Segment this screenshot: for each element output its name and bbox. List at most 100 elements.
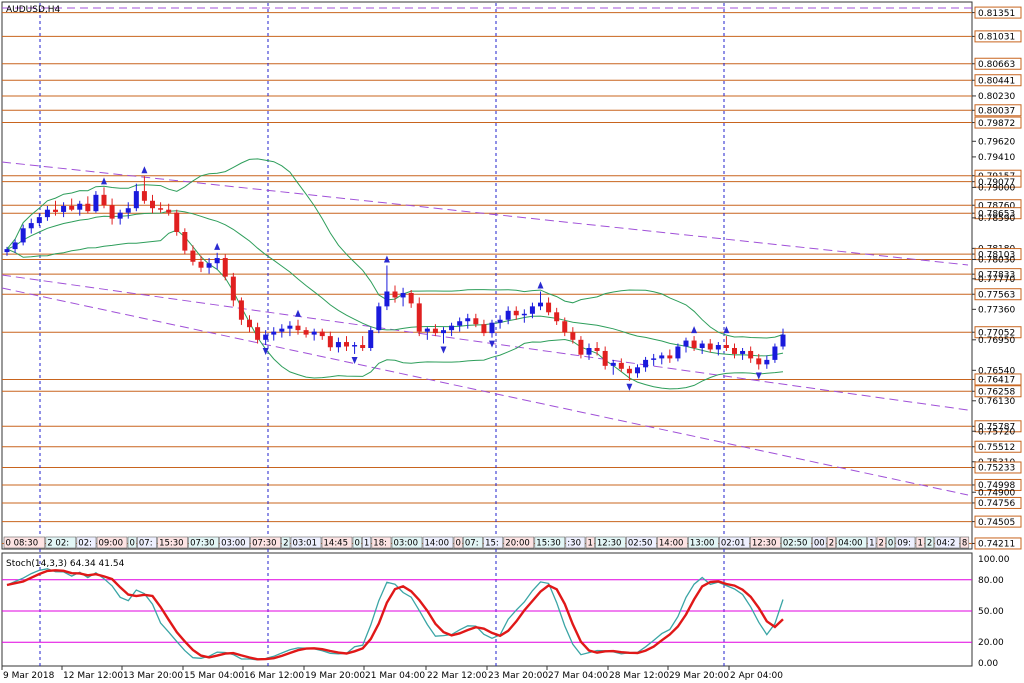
stochastic-tick-label: 80.00 xyxy=(978,576,1004,586)
session-box-label: 15:30 xyxy=(536,539,561,549)
price-tick-label: 0.74211 xyxy=(978,540,1015,550)
session-box-label: 15: xyxy=(485,539,499,549)
candle-body xyxy=(618,362,624,369)
session-box xyxy=(321,536,353,549)
session-box-label: 0 xyxy=(355,539,360,549)
candle-body xyxy=(77,203,83,210)
candle-body xyxy=(723,345,729,348)
session-box xyxy=(453,536,463,549)
session-box-label: 1 xyxy=(364,539,369,549)
price-tick-label: 0.78030 xyxy=(978,256,1015,266)
candle-body xyxy=(69,205,75,210)
candle-body xyxy=(513,310,519,316)
candle-body xyxy=(133,191,139,209)
session-box xyxy=(503,536,535,549)
time-tick-label: 19 Mar 20:00 xyxy=(305,671,365,681)
session-box-label: 09:00 xyxy=(99,539,124,549)
candle-body xyxy=(715,345,721,350)
session-box xyxy=(960,536,970,549)
price-tick-label: 0.78760 xyxy=(978,201,1015,211)
fractal-up-marker xyxy=(383,255,390,263)
price-tick-label: 0.74756 xyxy=(978,499,1015,509)
candle-body xyxy=(667,355,673,359)
price-level-box xyxy=(974,385,1022,398)
session-box-label: 02: xyxy=(78,539,92,549)
session-box xyxy=(688,536,719,549)
candle-body xyxy=(481,324,487,334)
candle-body xyxy=(424,328,430,332)
candle-body xyxy=(44,209,50,218)
price-tick-label: 0.79410 xyxy=(978,153,1015,163)
trend-channel-line xyxy=(1,161,969,266)
candle-body xyxy=(457,321,463,326)
price-level-box xyxy=(974,248,1022,261)
candle-body xyxy=(570,332,576,340)
session-box xyxy=(534,536,566,549)
candle-body xyxy=(635,367,640,374)
price-level-box xyxy=(974,478,1022,491)
fractal-up-marker xyxy=(214,242,221,250)
stochastic-tick-label: 0.00 xyxy=(978,659,998,669)
time-tick-label: 21 Mar 04:00 xyxy=(365,671,425,681)
time-tick-label: 15 Mar 04:00 xyxy=(184,671,244,681)
price-tick-label: 0.79000 xyxy=(978,184,1015,194)
session-box-label: 0 xyxy=(130,539,135,549)
candle-body xyxy=(319,331,325,337)
fractal-up-marker xyxy=(691,326,698,334)
session-box-label: 2 xyxy=(283,539,288,549)
price-tick-label: 0.80663 xyxy=(978,60,1015,70)
price-tick-label: 0.76130 xyxy=(978,397,1015,407)
fractal-up-marker xyxy=(723,326,730,334)
session-box-label: 14:00 xyxy=(425,539,450,549)
time-tick-label: 9 Mar 2018 xyxy=(3,671,55,681)
candle-body xyxy=(53,209,58,212)
time-tick-label: 13 Mar 20:00 xyxy=(123,671,183,681)
price-level-box xyxy=(974,496,1022,509)
fractal-up-marker xyxy=(141,166,148,174)
time-tick-label: 29 Mar 20:00 xyxy=(669,671,729,681)
session-box-label: 18: xyxy=(373,539,387,549)
session-box xyxy=(362,536,372,549)
candle-body xyxy=(279,328,285,332)
price-level-box xyxy=(974,537,1022,550)
candle-body xyxy=(166,209,172,213)
candle-body xyxy=(360,345,366,348)
session-box xyxy=(781,536,812,549)
price-tick-label: 0.81031 xyxy=(978,33,1015,43)
candle-body xyxy=(732,347,737,354)
candle-body xyxy=(610,362,616,366)
candle-body xyxy=(182,232,188,251)
candle-body xyxy=(376,306,382,331)
bollinger-lower-band xyxy=(6,229,784,390)
price-tick-label: 0.77563 xyxy=(978,290,1015,300)
session-box-label: 2 xyxy=(879,539,884,549)
candle-body xyxy=(198,261,204,268)
session-box xyxy=(463,536,483,549)
price-level-box xyxy=(974,116,1022,129)
session-box-label: 02:50 xyxy=(783,539,808,549)
fractal-up-marker xyxy=(537,281,544,289)
session-box-label: 02:50 xyxy=(628,539,653,549)
candle-body xyxy=(85,203,91,212)
session-box-label: 04:00 xyxy=(838,539,863,549)
fractal-down-marker xyxy=(489,340,495,348)
stochastic-label: Stoch(14,3,3) 64.34 41.54 xyxy=(6,559,125,569)
candle-body xyxy=(327,336,333,348)
session-box-label: 03:01 xyxy=(293,539,318,549)
session-box-label: 07:30 xyxy=(252,539,277,549)
candle-body xyxy=(206,263,212,268)
price-level-box xyxy=(974,515,1022,528)
candle-body xyxy=(141,191,147,201)
candle-body xyxy=(643,359,649,368)
candle-body xyxy=(311,331,317,335)
price-level-box xyxy=(974,373,1022,386)
candle-body xyxy=(441,330,446,334)
candle-body xyxy=(238,300,244,320)
session-box xyxy=(895,536,916,549)
session-box xyxy=(812,536,827,549)
candle-body xyxy=(271,331,277,335)
candle-body xyxy=(780,334,786,347)
session-box xyxy=(657,536,688,549)
stochastic-tick-label: 50.00 xyxy=(978,607,1004,617)
